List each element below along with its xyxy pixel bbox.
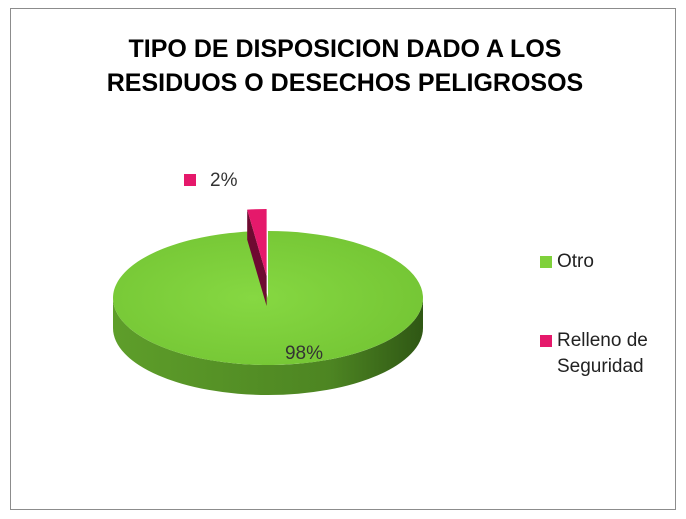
chart-title: TIPO DE DISPOSICION DADO A LOS RESIDUOS … [106,35,584,97]
pie-side [247,209,267,307]
data-label: 2% [210,170,238,191]
legend-swatch [540,256,552,268]
label-key [184,174,196,186]
data-label: 98% [285,343,323,364]
legend-label: Otro [557,251,594,272]
chart-frame [10,8,676,510]
legend-swatch [540,335,552,347]
pie-side [113,298,423,395]
pie-slice [113,231,424,365]
pie-slice [247,209,267,277]
legend-label: Relleno de Seguridad [557,330,648,377]
